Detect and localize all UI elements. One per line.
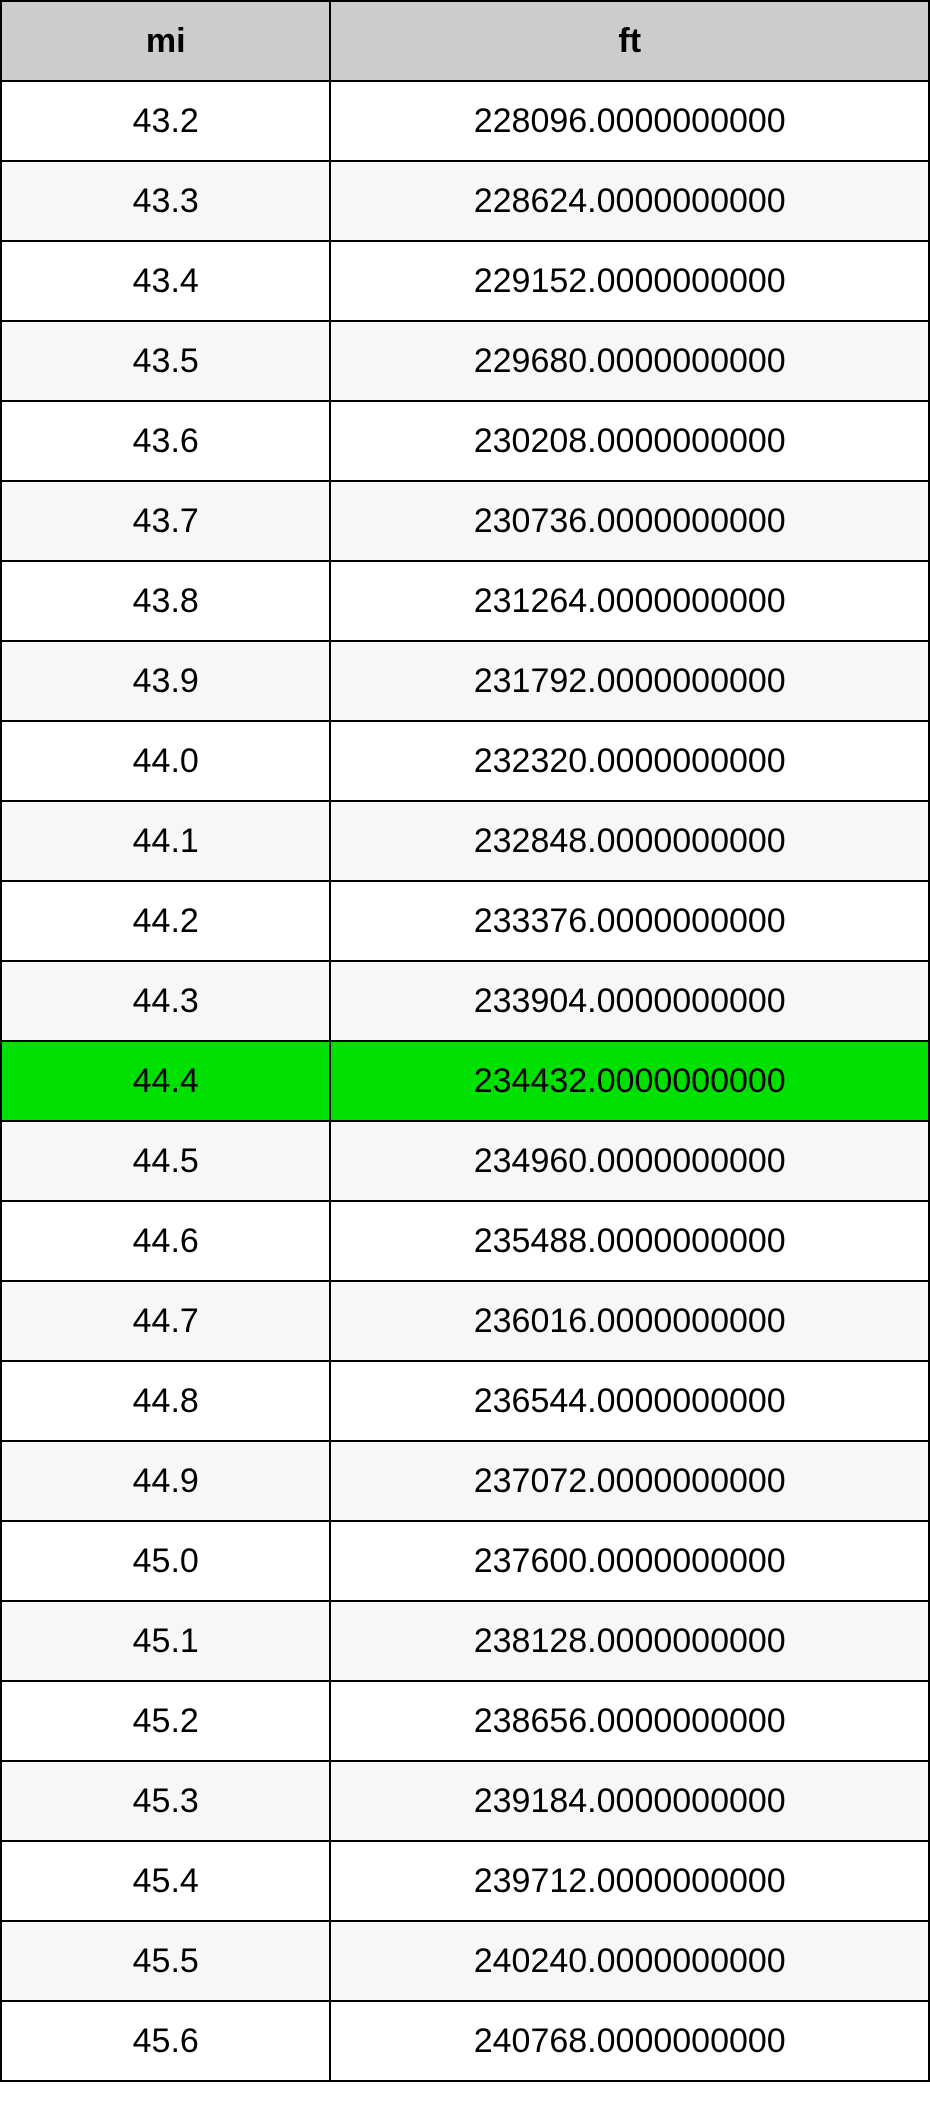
conversion-table-container: mi ft 43.2228096.000000000043.3228624.00…: [0, 0, 930, 2082]
cell-mi: 43.8: [1, 561, 330, 641]
cell-mi: 43.3: [1, 161, 330, 241]
cell-ft: 233904.0000000000: [330, 961, 929, 1041]
cell-ft: 233376.0000000000: [330, 881, 929, 961]
cell-mi: 45.1: [1, 1601, 330, 1681]
conversion-table: mi ft 43.2228096.000000000043.3228624.00…: [0, 0, 930, 2082]
cell-ft: 236016.0000000000: [330, 1281, 929, 1361]
cell-ft: 230736.0000000000: [330, 481, 929, 561]
cell-mi: 43.9: [1, 641, 330, 721]
cell-mi: 43.4: [1, 241, 330, 321]
cell-mi: 45.3: [1, 1761, 330, 1841]
cell-mi: 44.5: [1, 1121, 330, 1201]
cell-ft: 234432.0000000000: [330, 1041, 929, 1121]
table-row: 43.3228624.0000000000: [1, 161, 929, 241]
table-row: 45.6240768.0000000000: [1, 2001, 929, 2081]
cell-mi: 45.4: [1, 1841, 330, 1921]
table-row: 45.5240240.0000000000: [1, 1921, 929, 2001]
cell-ft: 237072.0000000000: [330, 1441, 929, 1521]
cell-ft: 240240.0000000000: [330, 1921, 929, 2001]
col-header-ft: ft: [330, 1, 929, 81]
cell-ft: 232848.0000000000: [330, 801, 929, 881]
table-row: 44.5234960.0000000000: [1, 1121, 929, 1201]
table-row: 44.1232848.0000000000: [1, 801, 929, 881]
cell-ft: 229680.0000000000: [330, 321, 929, 401]
table-row: 44.0232320.0000000000: [1, 721, 929, 801]
table-row: 44.3233904.0000000000: [1, 961, 929, 1041]
table-row: 43.5229680.0000000000: [1, 321, 929, 401]
cell-ft: 229152.0000000000: [330, 241, 929, 321]
cell-mi: 43.5: [1, 321, 330, 401]
cell-mi: 44.8: [1, 1361, 330, 1441]
table-row: 43.6230208.0000000000: [1, 401, 929, 481]
cell-ft: 228624.0000000000: [330, 161, 929, 241]
cell-mi: 44.7: [1, 1281, 330, 1361]
cell-mi: 44.3: [1, 961, 330, 1041]
cell-ft: 240768.0000000000: [330, 2001, 929, 2081]
cell-ft: 237600.0000000000: [330, 1521, 929, 1601]
cell-ft: 239184.0000000000: [330, 1761, 929, 1841]
cell-ft: 228096.0000000000: [330, 81, 929, 161]
col-header-mi: mi: [1, 1, 330, 81]
table-row: 44.4234432.0000000000: [1, 1041, 929, 1121]
cell-ft: 231264.0000000000: [330, 561, 929, 641]
table-row: 44.7236016.0000000000: [1, 1281, 929, 1361]
table-row: 43.7230736.0000000000: [1, 481, 929, 561]
cell-mi: 44.0: [1, 721, 330, 801]
cell-mi: 45.2: [1, 1681, 330, 1761]
table-row: 44.6235488.0000000000: [1, 1201, 929, 1281]
cell-mi: 44.2: [1, 881, 330, 961]
cell-mi: 45.6: [1, 2001, 330, 2081]
cell-mi: 45.0: [1, 1521, 330, 1601]
table-row: 43.4229152.0000000000: [1, 241, 929, 321]
cell-mi: 44.1: [1, 801, 330, 881]
table-row: 43.8231264.0000000000: [1, 561, 929, 641]
cell-ft: 239712.0000000000: [330, 1841, 929, 1921]
cell-mi: 43.7: [1, 481, 330, 561]
cell-mi: 44.4: [1, 1041, 330, 1121]
table-row: 43.9231792.0000000000: [1, 641, 929, 721]
cell-ft: 230208.0000000000: [330, 401, 929, 481]
cell-ft: 236544.0000000000: [330, 1361, 929, 1441]
table-row: 44.8236544.0000000000: [1, 1361, 929, 1441]
table-header-row: mi ft: [1, 1, 929, 81]
cell-mi: 45.5: [1, 1921, 330, 2001]
table-row: 45.0237600.0000000000: [1, 1521, 929, 1601]
cell-mi: 43.6: [1, 401, 330, 481]
table-row: 45.3239184.0000000000: [1, 1761, 929, 1841]
table-row: 45.4239712.0000000000: [1, 1841, 929, 1921]
cell-ft: 235488.0000000000: [330, 1201, 929, 1281]
cell-ft: 234960.0000000000: [330, 1121, 929, 1201]
cell-mi: 44.6: [1, 1201, 330, 1281]
cell-ft: 238128.0000000000: [330, 1601, 929, 1681]
table-row: 44.9237072.0000000000: [1, 1441, 929, 1521]
table-row: 45.2238656.0000000000: [1, 1681, 929, 1761]
table-row: 45.1238128.0000000000: [1, 1601, 929, 1681]
cell-mi: 43.2: [1, 81, 330, 161]
table-row: 43.2228096.0000000000: [1, 81, 929, 161]
table-row: 44.2233376.0000000000: [1, 881, 929, 961]
cell-ft: 238656.0000000000: [330, 1681, 929, 1761]
cell-ft: 232320.0000000000: [330, 721, 929, 801]
cell-mi: 44.9: [1, 1441, 330, 1521]
cell-ft: 231792.0000000000: [330, 641, 929, 721]
